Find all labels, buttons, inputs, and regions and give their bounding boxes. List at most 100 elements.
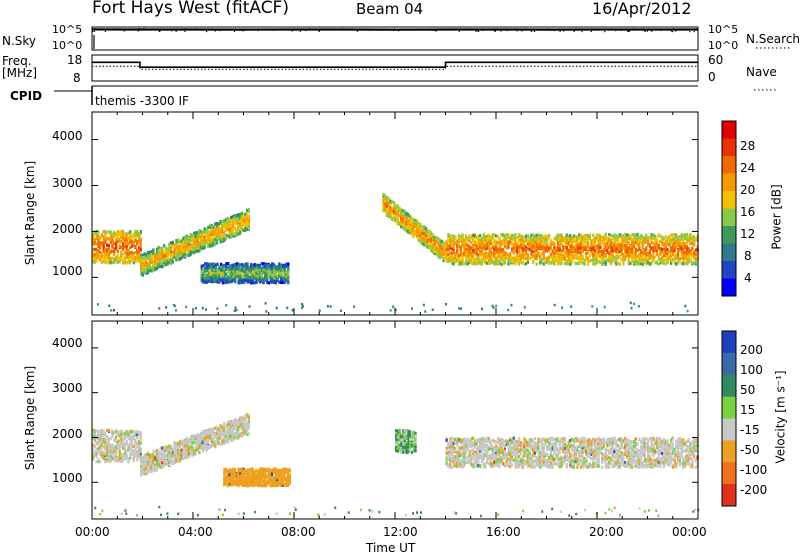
nsky-sample — [547, 28, 548, 29]
power-cell — [677, 261, 679, 264]
power-cell — [140, 241, 142, 244]
power-cell — [161, 248, 163, 251]
power-cell — [461, 235, 463, 238]
power-cell — [536, 263, 538, 266]
nsky-sample — [651, 30, 652, 31]
nsky-sample — [357, 31, 358, 32]
nsky-sample — [129, 29, 130, 30]
nsky-sample — [138, 30, 139, 31]
nsky-sample — [671, 30, 672, 31]
nsky-sample — [159, 31, 160, 32]
nsky-sample — [515, 28, 516, 29]
power-cell — [152, 250, 154, 253]
power-cell — [617, 238, 619, 241]
power-cell — [583, 263, 585, 266]
nsky-sample — [294, 30, 295, 31]
nsky-sample — [581, 31, 582, 32]
power-cell — [502, 248, 504, 251]
nsky-sample — [591, 31, 592, 32]
nsky-sample — [559, 31, 560, 32]
nsky-sample — [257, 30, 258, 31]
nsky-sample — [689, 31, 690, 32]
nsky-sample — [363, 29, 364, 30]
nsky-sample — [319, 31, 320, 32]
nsky-sample — [556, 29, 557, 30]
nsky-sample — [492, 29, 493, 30]
nsky-sample — [464, 29, 465, 30]
nsky-sample — [384, 29, 385, 30]
nsky-sample — [649, 29, 650, 30]
nsky-sample — [534, 30, 535, 31]
nsky-sample — [696, 29, 697, 30]
nsky-sample — [215, 30, 216, 31]
power-cell — [453, 246, 455, 249]
nsky-sample — [475, 31, 476, 32]
nsky-sample — [432, 30, 433, 31]
nsky-sample — [268, 29, 269, 30]
power-cell — [645, 246, 647, 249]
power-cell — [216, 241, 218, 244]
power-cells — [92, 193, 699, 313]
power-cell — [562, 249, 564, 252]
power-cell — [537, 252, 539, 255]
nsky-sample — [138, 28, 139, 29]
nsky-sample — [212, 29, 213, 30]
nsky-sample — [124, 30, 125, 31]
power-cell — [636, 233, 638, 236]
nsky-sample — [521, 29, 522, 30]
nsky-sample — [94, 31, 95, 32]
nsky-sample — [343, 28, 344, 29]
nsky-sample — [404, 29, 405, 30]
power-cell — [248, 220, 250, 223]
nsky-sample — [139, 29, 140, 30]
power-cell — [587, 251, 589, 254]
power-cell — [140, 230, 142, 233]
power-cell — [287, 263, 289, 266]
power-cell — [472, 254, 474, 257]
nsky-sample — [206, 31, 207, 32]
power-cell — [287, 266, 289, 269]
nsky-sample — [429, 29, 430, 30]
nsky-sample — [615, 30, 616, 31]
power-cell — [266, 278, 268, 281]
nsky-sample — [551, 29, 552, 30]
power-cell — [566, 246, 568, 249]
nsky-sample — [448, 29, 449, 30]
nsky-sample — [393, 30, 394, 31]
nsky-sample — [630, 30, 631, 31]
nsky-sample — [400, 28, 401, 29]
nsky-sample — [620, 30, 621, 31]
nsky-sample — [234, 29, 235, 30]
power-cell — [103, 245, 105, 248]
nsky-sample — [292, 30, 293, 31]
nsky-sample — [483, 28, 484, 29]
freq-line — [92, 62, 698, 67]
power-cell — [514, 233, 516, 236]
power-cell — [129, 230, 131, 233]
nsky-sample — [517, 30, 518, 31]
nsky-sample — [466, 29, 467, 30]
power-cell — [619, 263, 621, 266]
nsky-sample — [495, 30, 496, 31]
power-cell — [592, 234, 594, 237]
nsky-sample — [105, 31, 106, 32]
nsky-sample — [534, 31, 535, 32]
power-cell — [247, 262, 249, 265]
power-cell — [651, 262, 653, 265]
nsky-sample — [171, 30, 172, 31]
power-cell — [217, 263, 219, 266]
power-cell — [140, 237, 142, 240]
nsky-sample — [273, 30, 274, 31]
nsky-sample — [482, 30, 483, 31]
power-cell — [527, 253, 529, 256]
nsky-sample — [436, 30, 437, 31]
nsky-sample — [219, 30, 220, 31]
nsky-sample — [661, 29, 662, 30]
power-cell — [507, 246, 509, 249]
nsky-sample — [217, 29, 218, 30]
nsky-sample — [509, 29, 510, 30]
nsky-sample — [500, 30, 501, 31]
nsky-sample — [352, 29, 353, 30]
nsky-sample — [239, 29, 240, 30]
nsky-sample — [369, 30, 370, 31]
